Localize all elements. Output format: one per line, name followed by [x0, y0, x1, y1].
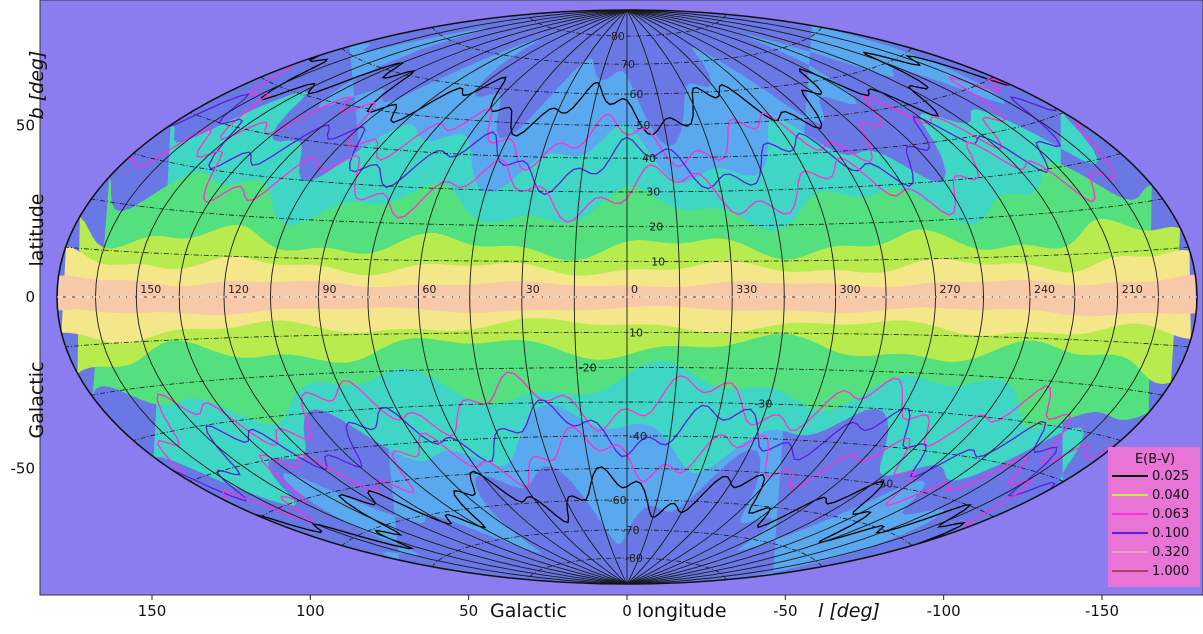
y-axis-title-2: latitude: [26, 194, 48, 267]
parallel-line: [133, 153, 1121, 193]
latitude-grid-label: 10: [629, 326, 643, 339]
legend-label: 0.040: [1152, 488, 1189, 503]
latitude-grid-label: -50: [875, 477, 893, 490]
x-axis-title-2: longitude: [637, 600, 727, 622]
legend-box: [1108, 447, 1200, 587]
parallel-line: [65, 331, 1189, 348]
latitude-grid-label: -70: [622, 524, 640, 537]
legend-label: 0.025: [1152, 469, 1189, 484]
latitude-grid-label: 70: [621, 58, 635, 71]
x-tick-label: 50: [459, 602, 478, 620]
latitude-grid-label: -60: [609, 494, 627, 507]
longitude-grid-label: 0: [631, 283, 638, 296]
y-tick-label: -50: [11, 460, 36, 478]
parallel-line: [91, 367, 1163, 396]
longitude-grid-label: 330: [736, 283, 757, 296]
legend: E(B-V) 0.025 0.040 0.063 0.100 0.320 1.000: [1108, 447, 1200, 587]
legend-label: 0.100: [1152, 526, 1189, 541]
latitude-grid-label: 50: [636, 119, 650, 132]
latitude-grid-label: 10: [651, 256, 665, 269]
latitude-grid-label: 80: [611, 30, 625, 43]
latitude-grid-label: -80: [625, 552, 643, 565]
parallel-line: [431, 529, 823, 567]
y-axis-ticks: 50 0 -50: [11, 116, 36, 477]
graticule-labels: 150 120 90 60 30 0 330 300 270 240 210807060504030…: [140, 30, 1142, 565]
parallel-line: [190, 112, 1064, 159]
longitude-grid-label: 150: [140, 283, 161, 296]
parallel-line: [133, 401, 1121, 441]
meridian-line: [626, 10, 1119, 584]
parallel-line: [190, 435, 1064, 482]
latitude-grid-label: 30: [646, 186, 660, 199]
longitude-grid-label: 90: [323, 283, 337, 296]
latitude-grid-label: 20: [649, 220, 663, 233]
legend-label: 1.000: [1152, 564, 1189, 579]
x-tick-label: -100: [927, 602, 961, 620]
y-tick-label: 0: [25, 288, 35, 306]
x-tick-label: -150: [1085, 602, 1119, 620]
parallel-line: [91, 198, 1163, 227]
latitude-grid-label: -30: [754, 398, 772, 411]
latitude-grid-label: 60: [629, 88, 643, 101]
x-axis-ticks: 150 100 50 0 -50 -100 -150: [138, 595, 1119, 620]
x-tick-label: -50: [773, 602, 798, 620]
x-tick-label: 0: [622, 602, 632, 620]
parallel-line: [527, 557, 727, 580]
parallel-line: [260, 468, 994, 518]
x-axis-title: Galactic: [490, 600, 567, 622]
x-tick-label: 100: [296, 602, 325, 620]
y-tick-label: 50: [16, 116, 35, 134]
x-tick-label: 150: [138, 602, 167, 620]
y-axis-unit: b [deg]: [26, 51, 48, 120]
longitude-grid-label: 30: [526, 283, 540, 296]
legend-label: 0.320: [1152, 545, 1189, 560]
longitude-grid-label: 270: [939, 283, 960, 296]
longitude-grid-label: 120: [228, 283, 249, 296]
y-axis-title: Galactic: [26, 362, 48, 439]
parallel-line: [341, 48, 913, 95]
longitude-grid-label: 300: [840, 283, 861, 296]
latitude-grid-label: -20: [579, 362, 597, 375]
longitude-grid-label: 210: [1122, 283, 1143, 296]
longitude-grid-label: 240: [1034, 283, 1055, 296]
latitude-grid-label: -40: [629, 430, 647, 443]
parallel-line: [341, 499, 913, 546]
parallel-line: [431, 27, 823, 65]
longitude-grid-label: 60: [422, 283, 436, 296]
legend-label: 0.063: [1152, 507, 1189, 522]
latitude-grid-label: 40: [642, 152, 656, 165]
parallel-line: [260, 76, 994, 126]
x-axis-unit: l [deg]: [818, 600, 880, 622]
parallel-line: [65, 246, 1189, 263]
legend-title: E(B-V): [1135, 452, 1175, 467]
parallel-line: [527, 14, 727, 37]
